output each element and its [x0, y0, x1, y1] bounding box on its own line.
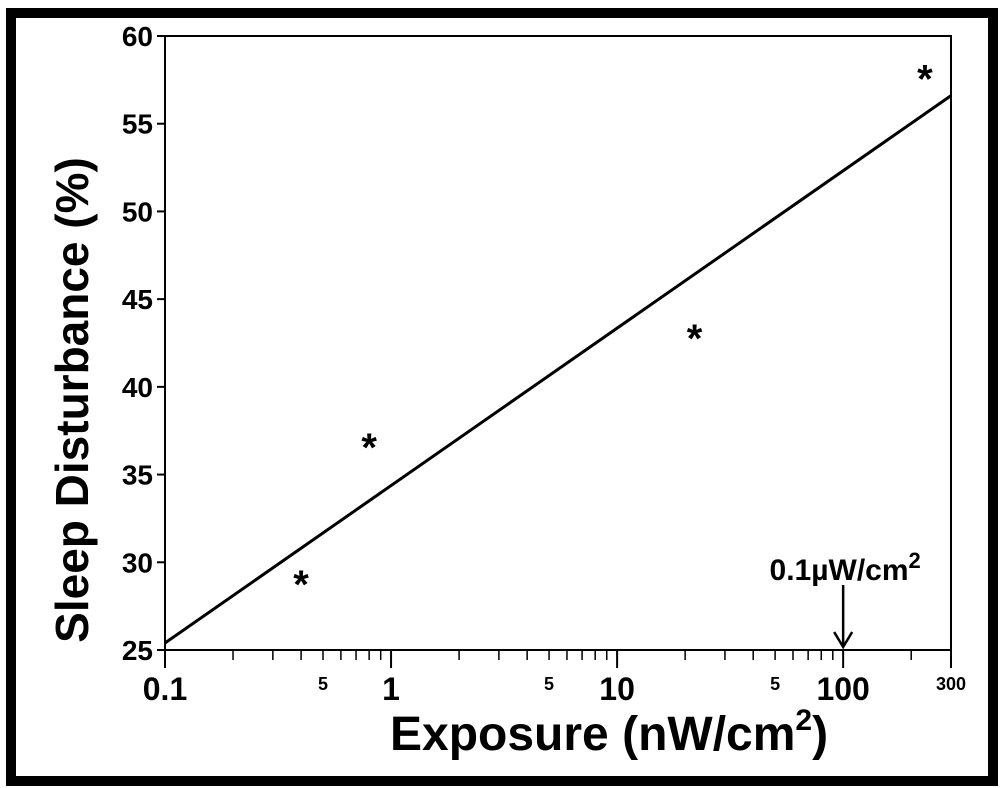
plot-area: [164, 35, 952, 651]
y-tick-label: 45: [122, 284, 153, 315]
data-point: *: [687, 317, 703, 361]
y-tick-label: 55: [122, 109, 153, 140]
x-tick-label: 300: [936, 674, 966, 694]
annotation-group: 0.1µW/cm2: [770, 548, 921, 650]
x-tick-label: 0.1: [143, 671, 187, 707]
chart-frame: [6, 8, 998, 786]
fit-line-group: [164, 94, 952, 645]
x-tick-label: 10: [599, 671, 635, 707]
y-tick-label: 25: [122, 635, 153, 666]
data-point: *: [917, 58, 933, 102]
y-tick-label: 30: [122, 547, 153, 578]
x-tick-label: 1: [382, 671, 400, 707]
y-axis-title: Sleep Disturbance (%): [46, 157, 98, 643]
x-axis-title-main: Exposure (nW/cm: [390, 708, 795, 761]
x-axis-title: Exposure (nW/cm2): [390, 704, 828, 761]
fit-line: [164, 94, 952, 645]
x-minor-tick-label: 5: [770, 674, 780, 694]
annotation-superscript: 2: [909, 548, 921, 573]
y-tick-label: 40: [122, 372, 153, 403]
annotation-label: 0.1µW/cm2: [770, 548, 921, 587]
annotation-arrow-head: [833, 631, 854, 650]
x-axis-title-superscript: 2: [795, 704, 812, 737]
y-tick-label: 35: [122, 460, 153, 491]
y-tick-label: 50: [122, 196, 153, 227]
data-point: *: [361, 426, 377, 470]
x-minor-tick-label: 5: [544, 674, 554, 694]
x-axis-title-close: ): [812, 708, 828, 761]
x-tick-label: 100: [816, 671, 869, 707]
y-tick-label: 60: [122, 21, 153, 52]
annotation-text: 0.1µW/cm: [770, 554, 909, 587]
data-points: * * * *: [293, 58, 933, 607]
x-minor-tick-label: 5: [318, 674, 328, 694]
data-point: *: [293, 563, 309, 607]
